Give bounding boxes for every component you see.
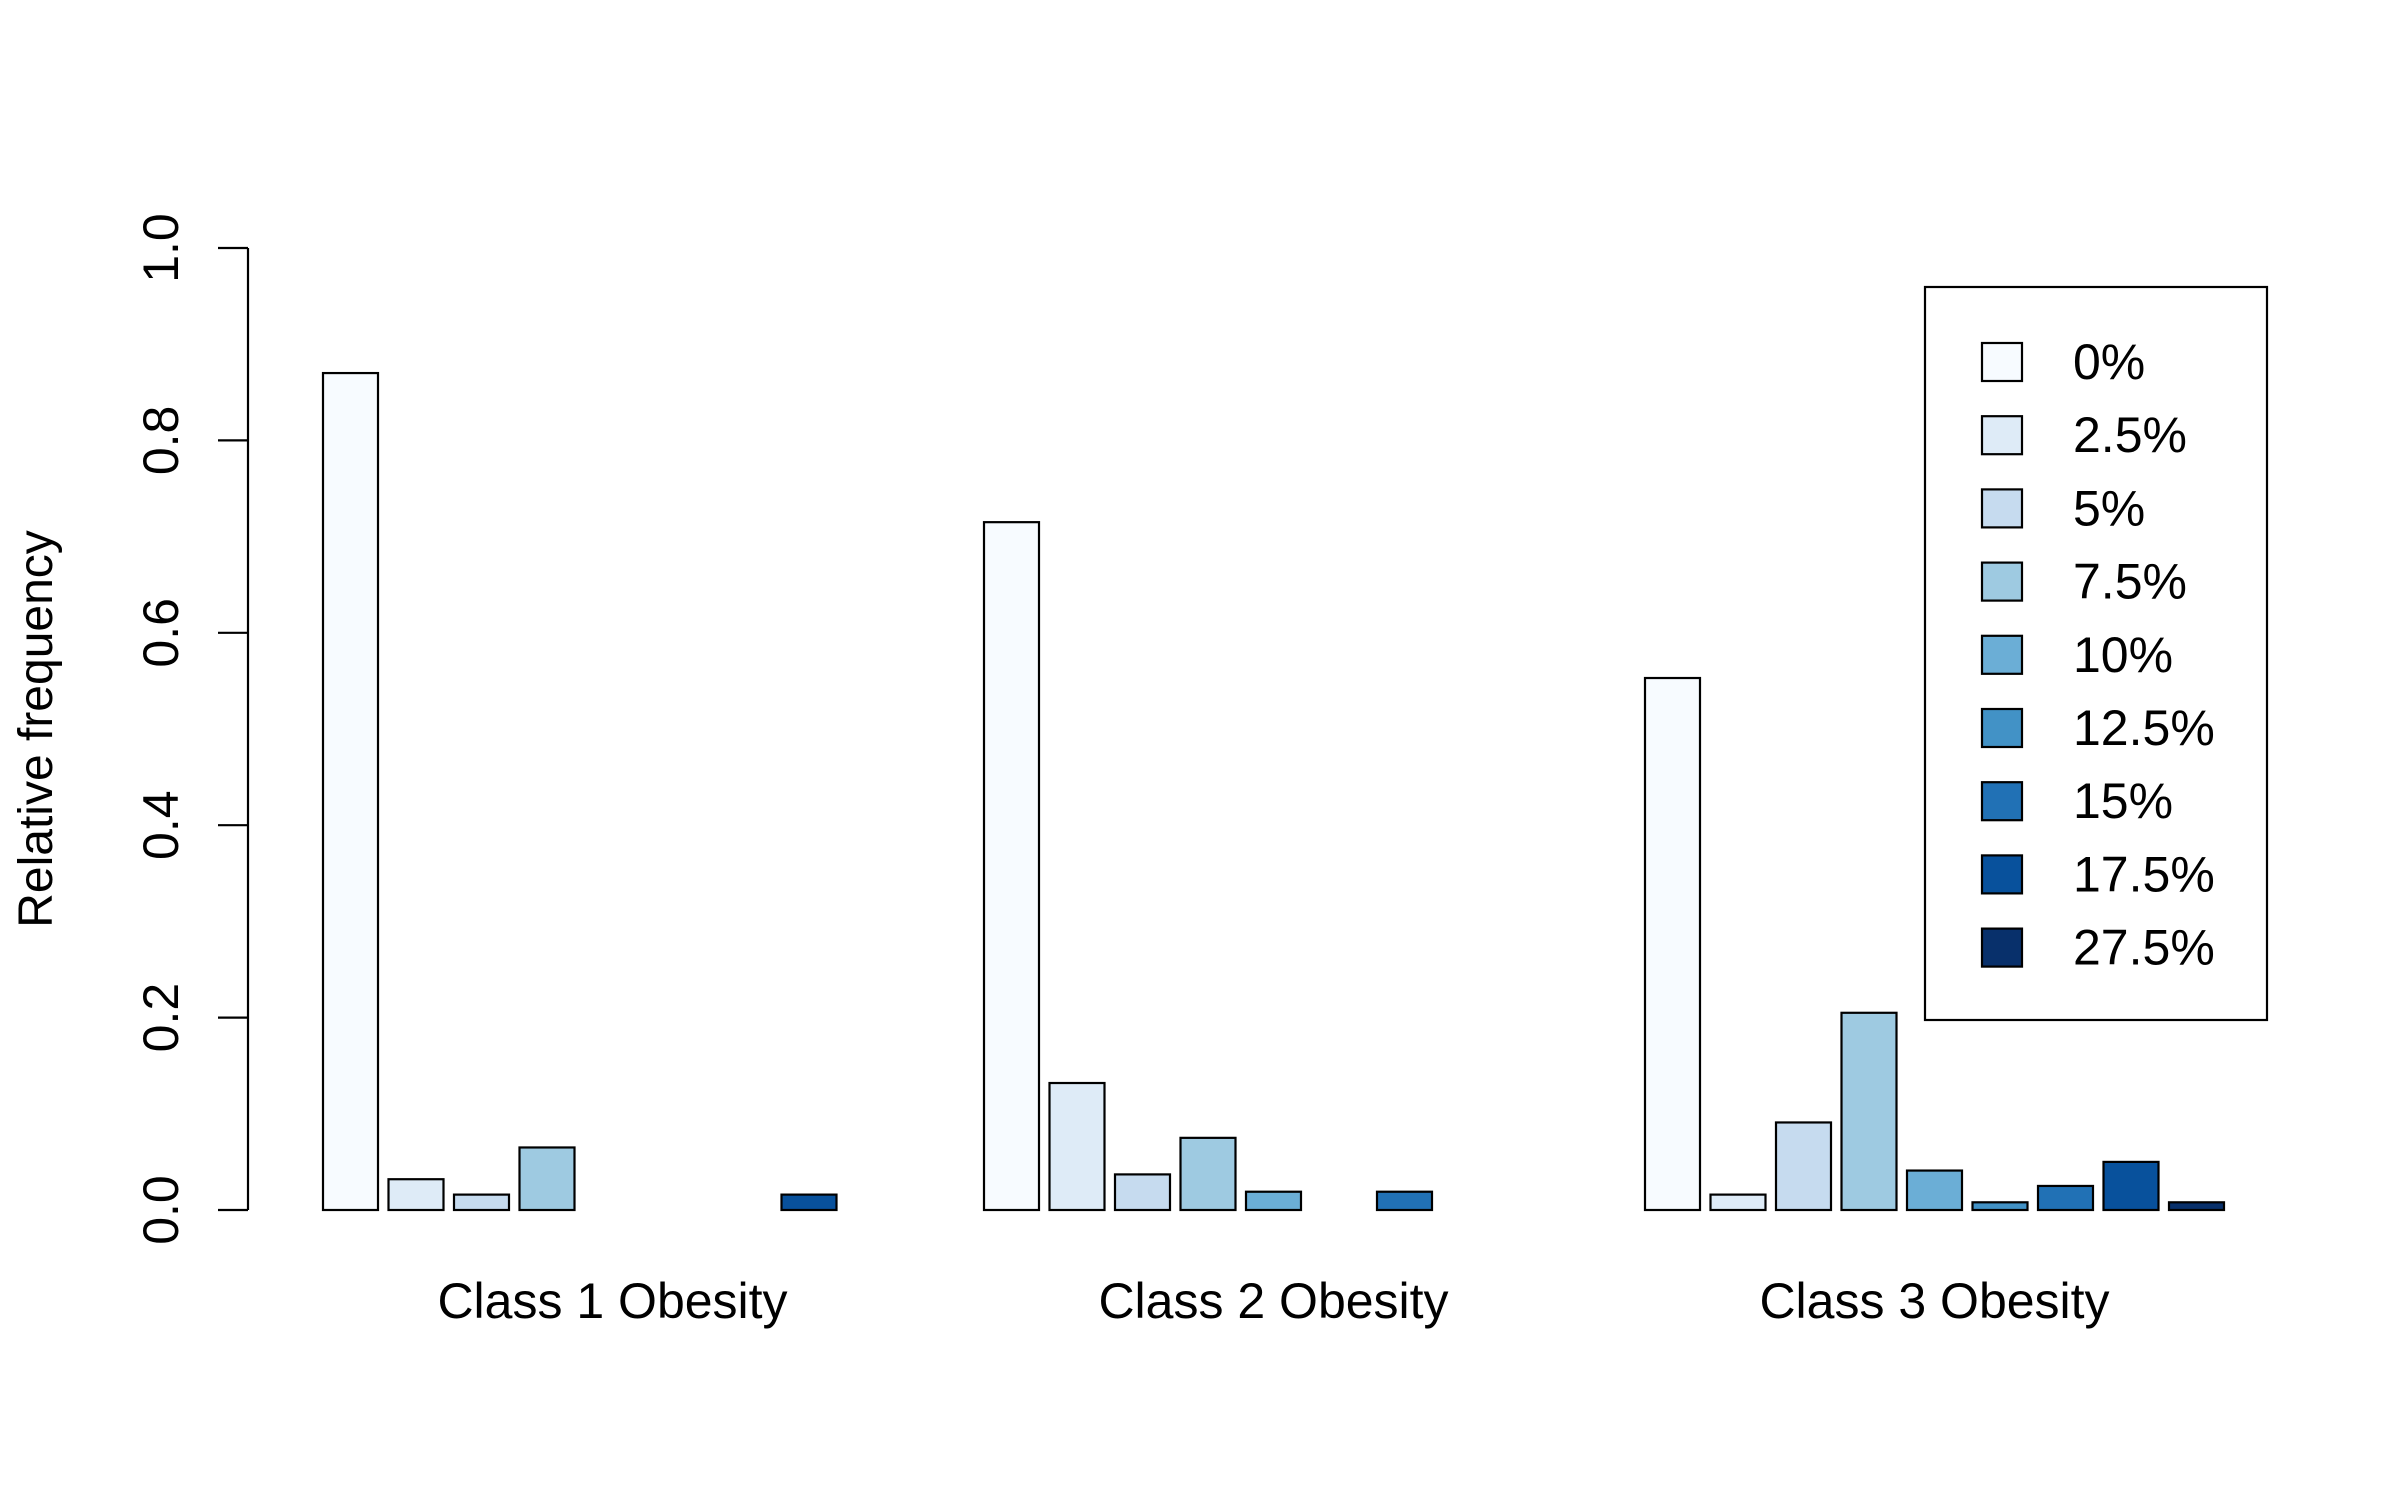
legend-item: 17.5% <box>1980 846 2215 902</box>
bar-group <box>1643 676 2226 1212</box>
bar <box>2036 1184 2095 1212</box>
bar <box>1375 1190 1434 1212</box>
category-label: Class 3 Obesity <box>1759 1273 2109 1329</box>
legend-item: 5% <box>1980 480 2145 536</box>
y-tick-label: 0.2 <box>133 983 189 1053</box>
legend-item: 12.5% <box>1980 700 2215 756</box>
legend-item: 27.5% <box>1980 920 2215 976</box>
bar <box>1971 1201 2029 1212</box>
bar <box>1179 1136 1237 1212</box>
legend-label: 15% <box>2073 773 2173 829</box>
bar <box>1244 1190 1303 1212</box>
bar <box>780 1193 838 1212</box>
y-tick-label: 1.0 <box>133 213 189 283</box>
legend-item: 15% <box>1980 773 2173 829</box>
y-tick-label: 0.4 <box>133 790 189 860</box>
legend-swatch <box>1980 854 2024 895</box>
legend-swatch <box>1980 707 2024 749</box>
legend-label: 17.5% <box>2073 846 2215 902</box>
legend-label: 0% <box>2073 334 2145 390</box>
bar <box>1113 1173 1172 1212</box>
legend-label: 27.5% <box>2073 920 2215 976</box>
bar <box>452 1193 511 1212</box>
legend-label: 12.5% <box>2073 700 2215 756</box>
y-tick-label: 0.6 <box>133 598 189 668</box>
bar <box>2167 1201 2226 1212</box>
legend-swatch <box>1980 341 2024 383</box>
legend-label: 2.5% <box>2073 407 2187 463</box>
bar-groups <box>321 371 2226 1212</box>
legend-item: 7.5% <box>1980 554 2187 610</box>
bar <box>387 1178 445 1212</box>
legend-swatch <box>1980 488 2024 529</box>
bar <box>1709 1193 1767 1212</box>
category-labels: Class 1 Obesity Class 2 Obesity Class 3 Ob… <box>437 1273 2109 1329</box>
bar <box>518 1146 576 1212</box>
bar-group <box>321 371 838 1212</box>
legend-swatch <box>1980 634 2024 675</box>
bar <box>321 371 380 1212</box>
bar-group <box>982 521 1434 1212</box>
legend-item: 10% <box>1980 627 2173 683</box>
legend-swatch <box>1980 415 2024 456</box>
y-axis-label: Relative frequency <box>10 530 63 928</box>
bar <box>2102 1160 2160 1212</box>
legend-swatch <box>1980 561 2024 602</box>
bar <box>1643 676 1702 1212</box>
bar <box>1840 1011 1898 1212</box>
category-label: Class 1 Obesity <box>437 1273 787 1329</box>
legend-label: 10% <box>2073 627 2173 683</box>
y-tick-label: 0.8 <box>133 406 189 476</box>
legend-swatch <box>1980 927 2024 968</box>
legend-swatch <box>1980 781 2024 822</box>
y-tick-label: 0.0 <box>133 1175 189 1245</box>
legend: 0% 2.5% 5% 7.5% 10% 12.5% 15% 17.5% 27.5% <box>1923 285 2269 1022</box>
bar <box>1905 1169 1964 1212</box>
legend-item: 2.5% <box>1980 407 2187 463</box>
bar <box>982 521 1041 1212</box>
bar <box>1048 1081 1106 1212</box>
legend-label: 5% <box>2073 480 2145 536</box>
bar <box>1774 1121 1833 1212</box>
y-axis: 0.0 0.2 0.4 0.6 0.8 1.0 <box>133 213 250 1245</box>
legend-label: 7.5% <box>2073 554 2187 610</box>
legend-item: 0% <box>1980 334 2145 390</box>
category-label: Class 2 Obesity <box>1098 1273 1448 1329</box>
